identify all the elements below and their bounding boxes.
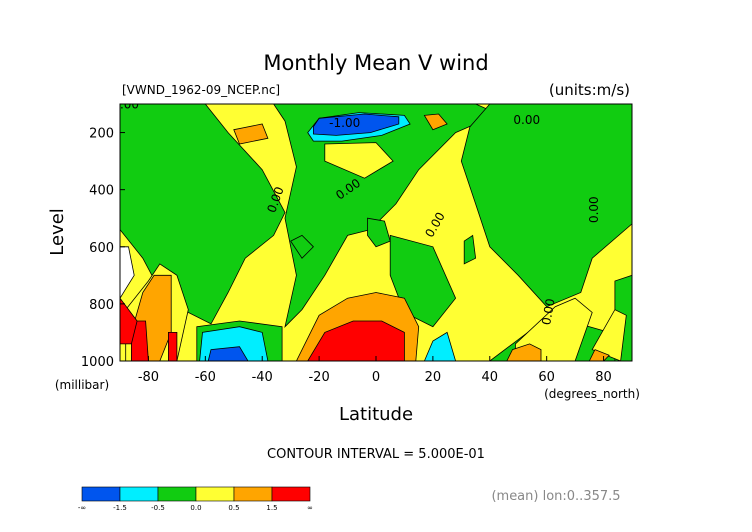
legend-label: ∞ xyxy=(307,504,313,512)
legend-swatch xyxy=(157,486,197,502)
x-tick-label: -40 xyxy=(252,370,273,385)
legend-swatch xyxy=(271,486,311,502)
y-axis-units: (millibar) xyxy=(55,378,109,392)
contour-region-red-lower-central xyxy=(307,320,405,361)
color-legend: -∞ -1.5 -0.5 0.0 0.5 1.5 ∞ xyxy=(78,486,313,512)
contour-region-green-small-left xyxy=(290,234,314,259)
file-label: [VWND_1962-09_NCEP.nc] xyxy=(122,83,280,97)
x-tick-label: 20 xyxy=(425,370,442,385)
units-label: (units:m/s) xyxy=(549,81,630,99)
legend-swatch xyxy=(195,486,235,502)
contour-region-orange-lower-north xyxy=(506,343,542,361)
y-tick-label: 400 xyxy=(89,184,114,199)
legend-swatch xyxy=(81,486,121,502)
legend-label: 0.5 xyxy=(228,504,239,512)
legend-label: 0.0 xyxy=(190,504,201,512)
x-tick-label: -20 xyxy=(308,370,329,385)
x-tick-label: 60 xyxy=(538,370,555,385)
contour-region-red-south-dot xyxy=(168,332,178,361)
contour-region-blue-strong-upper xyxy=(313,113,400,136)
y-tick-label: 800 xyxy=(89,298,114,313)
x-axis-label: Latitude xyxy=(339,404,413,425)
contour-region-orange-upper-left xyxy=(233,123,269,145)
contour-region-green-small-mid xyxy=(367,217,391,248)
legend-label: 1.5 xyxy=(266,504,277,512)
contour-value-label: -1.00 xyxy=(329,116,360,130)
x-tick-label: 40 xyxy=(482,370,499,385)
contour-region-yellow-north-edge xyxy=(591,309,627,361)
legend-swatch xyxy=(119,486,159,502)
contour-region-yellow-central xyxy=(324,142,394,179)
contour-interval-text: CONTOUR INTERVAL = 5.000E-01 xyxy=(267,447,485,462)
x-tick-label: 80 xyxy=(595,370,612,385)
contour-value-label: 0.00 xyxy=(539,297,557,326)
y-axis-label: Level xyxy=(47,208,68,256)
footer-mean-text: (mean) lon:0..357.5 xyxy=(491,489,620,504)
legend-label: -0.5 xyxy=(151,504,165,512)
y-tick-label: 200 xyxy=(89,127,114,142)
contour-value-label: 0.00 xyxy=(587,196,601,223)
legend-label: -∞ xyxy=(78,504,86,512)
contour-region-orange-small-north xyxy=(588,349,610,361)
chart-title: Monthly Mean V wind xyxy=(263,51,488,75)
contour-region-blue-strong-lower xyxy=(207,346,249,361)
x-tick-label: -60 xyxy=(195,370,216,385)
contour-region-red-edge-corner xyxy=(120,297,138,345)
contour-region-cyan-right-lower xyxy=(423,331,457,361)
contour-value-label: 0.00 xyxy=(513,113,540,127)
y-tick-label: 600 xyxy=(89,241,114,256)
contour-region-orange-upper-right xyxy=(423,113,448,131)
x-axis-units: (degrees_north) xyxy=(544,387,640,401)
contour-region-green-north xyxy=(460,104,632,308)
y-tick-label: 1000 xyxy=(81,355,114,370)
plot-area: 0.000.00-1.000.00 0.000.000.000.00 xyxy=(112,97,632,361)
contour-region-yellow-north-blob xyxy=(515,297,593,361)
contour-region-missing-data-corner xyxy=(120,246,135,299)
contour-value-label: 0.00 xyxy=(112,97,139,111)
x-tick-label: 0 xyxy=(372,370,380,385)
legend-label: -1.5 xyxy=(113,504,127,512)
contour-region-green-dots-right xyxy=(463,234,477,265)
legend-swatch xyxy=(233,486,273,502)
x-tick-label: -80 xyxy=(138,370,159,385)
